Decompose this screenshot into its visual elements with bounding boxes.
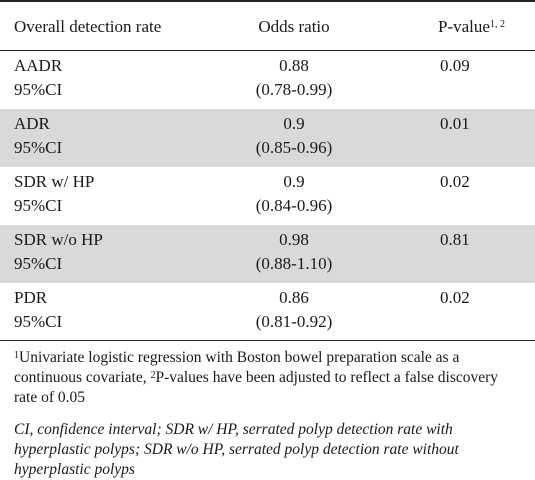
footnote-marker-2: 2	[150, 370, 156, 381]
header-p-value-sup: 1, 2	[489, 19, 505, 30]
row-label: SDR w/o HP	[14, 230, 103, 249]
row-sublabel: 95%CI	[14, 196, 63, 215]
confidence-interval: (0.85-0.96)	[255, 138, 333, 157]
row-sublabel: 95%CI	[14, 138, 63, 157]
results-table: Overall detection rate Odds ratio P-valu…	[0, 0, 535, 341]
footnote-abbreviations: CI, confidence interval; SDR w/ HP, serr…	[14, 421, 459, 478]
row-sublabel: 95%CI	[14, 254, 63, 273]
table-footnotes: 1Univariate logistic regression with Bos…	[0, 341, 535, 480]
odds-ratio-value: 0.86	[279, 288, 309, 307]
table-row: ADR 95%CI 0.9 (0.85-0.96) 0.01	[0, 109, 535, 167]
table-header: Overall detection rate Odds ratio P-valu…	[0, 0, 535, 51]
table-row: PDR 95%CI 0.86 (0.81-0.92) 0.02	[0, 283, 535, 341]
row-label: PDR	[14, 288, 48, 307]
row-label: AADR	[14, 56, 63, 75]
p-value: 0.81	[440, 230, 470, 249]
confidence-interval: (0.88-1.10)	[255, 254, 333, 273]
p-value: 0.02	[440, 288, 470, 307]
row-label: SDR w/ HP	[14, 172, 95, 191]
confidence-interval: (0.81-0.92)	[255, 312, 333, 331]
confidence-interval: (0.84-0.96)	[255, 196, 333, 215]
footnote-text-2: P-values have been adjusted to reflect a…	[14, 369, 499, 406]
odds-ratio-value: 0.9	[283, 114, 305, 133]
table-row: AADR 95%CI 0.88 (0.78-0.99) 0.09	[0, 51, 535, 109]
confidence-interval: (0.78-0.99)	[255, 80, 333, 99]
odds-ratio-value: 0.88	[279, 56, 309, 75]
table-row: SDR w/o HP 95%CI 0.98 (0.88-1.10) 0.81	[0, 225, 535, 283]
footnote-text-1: Univariate logistic regression with Bost…	[14, 349, 460, 386]
footnote-statistics: 1Univariate logistic regression with Bos…	[14, 348, 521, 408]
table-row: SDR w/ HP 95%CI 0.9 (0.84-0.96) 0.02	[0, 167, 535, 225]
row-label: ADR	[14, 114, 50, 133]
header-p-value: P-value1, 2	[438, 17, 505, 36]
odds-ratio-value: 0.9	[283, 172, 305, 191]
p-value: 0.01	[440, 114, 470, 133]
row-sublabel: 95%CI	[14, 80, 63, 99]
header-detection-rate: Overall detection rate	[14, 17, 162, 36]
row-sublabel: 95%CI	[14, 312, 63, 331]
p-value: 0.09	[440, 56, 470, 75]
p-value: 0.02	[440, 172, 470, 191]
odds-ratio-value: 0.98	[279, 230, 309, 249]
footnote-marker-1: 1	[14, 350, 19, 361]
header-odds-ratio: Odds ratio	[258, 17, 330, 36]
